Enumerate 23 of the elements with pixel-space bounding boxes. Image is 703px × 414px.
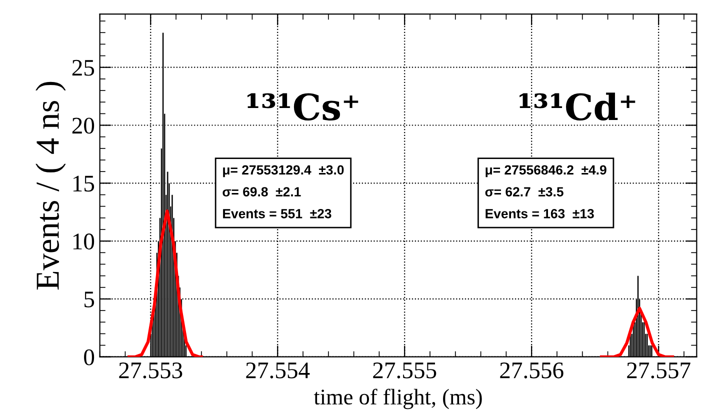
line-series [600,306,674,357]
annotation: μ= 27556846.2 ±4.9 [486,165,606,178]
annotation: ¹³¹Cs⁺ [247,93,358,121]
x-tick-label: 27.554 [246,362,310,378]
annotation: ¹³¹Cd⁺ [520,92,636,121]
x-tick-label: 27.556 [500,362,564,378]
x-tick-label: 27.553 [119,362,182,378]
annotation: μ= 27553129.4 ±3.0 [223,165,344,178]
y-tick-label: 20 [72,118,94,134]
y-tick-label: 25 [72,60,94,76]
y-axis-title: Events / ( 4 ns ) [36,82,66,290]
annotation: Events = 163 ±13 [486,208,594,218]
x-tick-label: 27.555 [373,362,436,378]
annotation: σ= 69.8 ±2.1 [222,187,301,196]
y-tick-label: 0 [84,349,94,366]
y-tick-label: 15 [73,176,94,192]
y-tick-label: 5 [84,292,94,308]
x-tick-label: 27.557 [627,362,690,378]
x-axis-title: time of flight, (ms) [314,388,482,410]
annotation: Events = 551 ±23 [223,208,332,218]
line-series [128,209,203,357]
y-tick-label: 10 [73,234,94,250]
annotation: σ= 62.7 ±3.5 [485,187,564,196]
